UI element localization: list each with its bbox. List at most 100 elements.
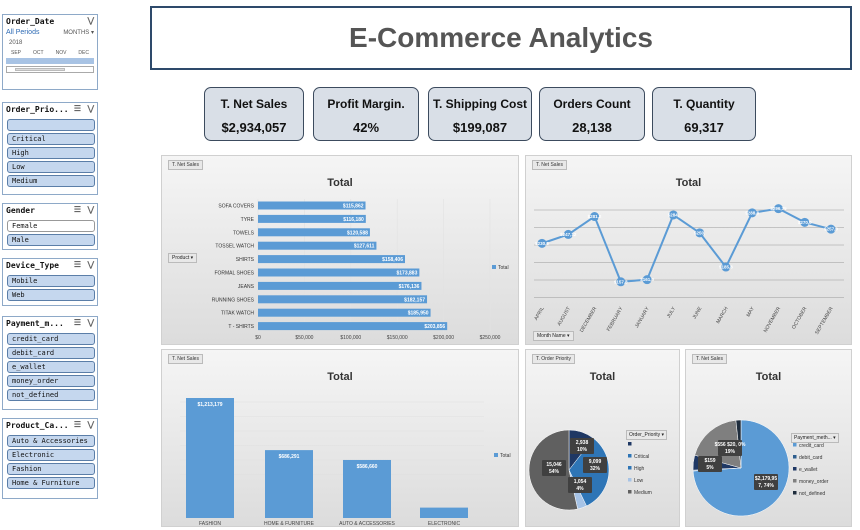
- order-priority-slicer[interactable]: Order_Prio... ☰ ⋁ Critical High Low Medium: [2, 102, 98, 195]
- data-label: $1,213,179: [197, 402, 222, 408]
- kpi-value: 42%: [352, 120, 380, 135]
- slicer-item-medium[interactable]: Medium: [7, 175, 95, 187]
- bar: [186, 398, 234, 518]
- data-point: [721, 262, 731, 272]
- kpi-label: Orders Count: [553, 97, 631, 111]
- legend-label: Medium: [634, 490, 652, 496]
- bar: [420, 507, 468, 518]
- slicer-item-money-order[interactable]: money_order: [7, 375, 95, 387]
- multi-select-icon[interactable]: ☰: [73, 420, 81, 429]
- data-label: 4%: [576, 486, 584, 492]
- y-tick-label: TOSSEL WATCH: [215, 244, 254, 250]
- series-line: [541, 207, 832, 283]
- month-label: DEC: [78, 50, 89, 56]
- data-label: $161,0: [640, 277, 654, 282]
- multi-select-icon[interactable]: ☰: [73, 205, 81, 214]
- slicer-item-female[interactable]: Female: [7, 220, 95, 232]
- data-label: $182,157: [404, 297, 425, 303]
- timeline-bar[interactable]: [6, 58, 94, 64]
- slicer-item-home-furniture[interactable]: Home & Furniture: [7, 477, 95, 489]
- kpi-label: Profit Margin.: [327, 97, 405, 111]
- x-tick-label: DECEMBER: [579, 306, 599, 334]
- data-label: 1,054: [574, 479, 587, 485]
- y-tick-label: SHIRTS: [236, 257, 255, 263]
- payment-method-pie-chart[interactable]: T. Net Sales Total Payment_meth... ▾ $2,…: [685, 349, 852, 527]
- x-tick-label: AUTO & ACCESSORIES: [339, 521, 395, 527]
- data-point: [642, 275, 652, 285]
- chart-field-tag[interactable]: T. Net Sales: [532, 160, 567, 170]
- order-date-slicer[interactable]: Order_Date ⋁ All Periods MONTHS ▾ 2018 SE…: [2, 14, 98, 90]
- slicer-item-web[interactable]: Web: [7, 289, 95, 301]
- bar: [265, 450, 313, 518]
- data-point: [773, 204, 783, 214]
- clear-filter-icon[interactable]: ⋁: [87, 16, 94, 25]
- product-sales-chart[interactable]: T. Net Sales Total Product ▾ Total $0 $50…: [161, 155, 519, 345]
- slicer-item-high[interactable]: High: [7, 147, 95, 159]
- data-label: $159: [704, 458, 715, 464]
- slicer-item-not-defined[interactable]: not_defined: [7, 389, 95, 401]
- slicer-item-fashion[interactable]: Fashion: [7, 463, 95, 475]
- slicer-item-blank[interactable]: [7, 119, 95, 131]
- kpi-card-net-sales: T. Net Sales $2,934,057: [204, 87, 304, 141]
- slicer-item-e-wallet[interactable]: e_wallet: [7, 361, 95, 373]
- slicer-title: Product_Ca... ☰ ⋁: [6, 420, 94, 430]
- data-label: 9,099: [589, 459, 602, 465]
- data-label: $185,8: [719, 265, 733, 270]
- clear-filter-icon[interactable]: ⋁: [87, 104, 94, 113]
- data-label-box: [583, 457, 607, 473]
- payment-method-slicer[interactable]: Payment_m... ☰ ⋁ credit_card debit_card e_…: [2, 316, 98, 410]
- chart-field-tag[interactable]: T. Net Sales: [168, 160, 203, 170]
- kpi-value: $199,087: [452, 120, 508, 135]
- data-label: $158,406: [382, 257, 403, 263]
- clear-filter-icon[interactable]: ⋁: [87, 260, 94, 269]
- slicer-item-low[interactable]: Low: [7, 161, 95, 173]
- slicer-title: Device_Type ☰ ⋁: [6, 260, 94, 270]
- chart-field-tag[interactable]: T. Net Sales: [692, 354, 727, 364]
- slicer-item-critical[interactable]: Critical: [7, 133, 95, 145]
- product-filter-button[interactable]: Product ▾: [168, 253, 198, 263]
- legend-filter-button[interactable]: Payment_meth... ▾: [791, 433, 839, 443]
- chart-title: Total: [755, 371, 782, 383]
- multi-select-icon[interactable]: ☰: [73, 104, 81, 113]
- month-filter-button[interactable]: Month Name ▾: [533, 331, 574, 341]
- clear-filter-icon[interactable]: ⋁: [87, 318, 94, 327]
- clear-filter-icon[interactable]: ⋁: [87, 420, 94, 429]
- legend-filter-button[interactable]: Order_Priority ▾: [626, 430, 668, 440]
- slicer-item-credit-card[interactable]: credit_card: [7, 333, 95, 345]
- clear-filter-icon[interactable]: ⋁: [87, 205, 94, 214]
- data-point: [668, 210, 678, 220]
- monthly-sales-chart[interactable]: T. Net Sales Total Month Name ▾ $230,8 AP…: [525, 155, 852, 345]
- chart-field-tag[interactable]: T. Net Sales: [168, 354, 203, 364]
- multi-select-icon[interactable]: ☰: [73, 318, 81, 327]
- bar: [258, 228, 370, 237]
- slicer-item-male[interactable]: Male: [7, 234, 95, 246]
- slicer-item-debit-card[interactable]: debit_card: [7, 347, 95, 359]
- x-tick-label: $250,000: [480, 335, 501, 341]
- device-type-slicer[interactable]: Device_Type ☰ ⋁ Mobile Web: [2, 258, 98, 306]
- y-tick-label: FORMAL SHOES: [214, 271, 254, 277]
- slicer-item-electronic[interactable]: Electronic: [7, 449, 95, 461]
- data-label: $115,862: [343, 204, 364, 210]
- data-label: $173,883: [397, 271, 418, 277]
- order-priority-pie-chart[interactable]: T. Order Priority Total Order_Priority ▾…: [525, 349, 680, 527]
- data-point: [747, 208, 757, 218]
- gender-slicer[interactable]: Gender ☰ ⋁ Female Male: [2, 203, 98, 250]
- bar: [343, 459, 391, 518]
- slicer-item-mobile[interactable]: Mobile: [7, 275, 95, 287]
- legend-swatch: [793, 479, 797, 483]
- slicer-title: Order_Prio... ☰ ⋁: [6, 104, 94, 114]
- time-level-dropdown[interactable]: MONTHS ▾: [63, 30, 94, 36]
- product-category-slicer[interactable]: Product_Ca... ☰ ⋁ Auto & Accessories Elect…: [2, 418, 98, 499]
- category-sales-chart[interactable]: T. Net Sales Total Total $1,213,179 FASHI…: [161, 349, 519, 527]
- data-point: [563, 229, 573, 239]
- legend-swatch: [628, 442, 632, 446]
- multi-select-icon[interactable]: ☰: [73, 260, 81, 269]
- bar: [258, 281, 422, 290]
- x-tick-label: OCTOBER: [791, 306, 809, 331]
- x-tick-label: APRIL: [533, 306, 546, 322]
- chart-field-tag[interactable]: T. Order Priority: [532, 354, 576, 364]
- x-tick-label: $0: [255, 335, 261, 341]
- slicer-item-auto-accessories[interactable]: Auto & Accessories: [7, 435, 95, 447]
- timeline-scrollbar[interactable]: [6, 66, 94, 73]
- data-label: 15,046: [546, 462, 562, 468]
